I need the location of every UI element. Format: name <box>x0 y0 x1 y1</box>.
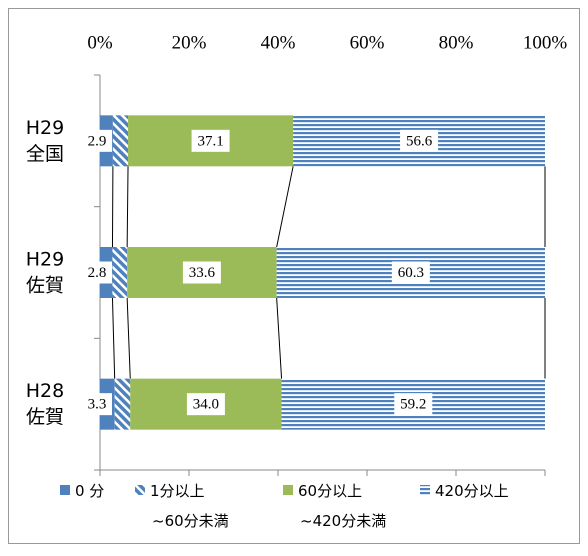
data-label: 59.2 <box>400 397 426 413</box>
legend-swatch <box>135 485 145 495</box>
data-label: 2.9 <box>88 133 107 149</box>
bar-segment <box>112 247 127 298</box>
x-tick-label: 20% <box>172 32 207 53</box>
legend-swatch <box>420 485 430 495</box>
x-tick-label: 100% <box>523 32 568 53</box>
x-tick-label: 80% <box>439 32 474 53</box>
bar-segment <box>115 379 131 430</box>
legend-swatch <box>283 485 293 495</box>
data-label: 2.8 <box>88 265 107 281</box>
x-tick-label: 40% <box>261 32 296 53</box>
x-tick-label: 0% <box>87 32 113 53</box>
x-tick-label: 60% <box>350 32 385 53</box>
data-label: 60.3 <box>398 265 424 281</box>
legend-label: 0 分 <box>75 482 104 500</box>
data-label: 56.6 <box>406 133 433 149</box>
bar-segment <box>113 115 128 166</box>
data-label: 34.0 <box>193 397 219 413</box>
legend-swatch <box>60 485 70 495</box>
legend-label: 420分以上 <box>435 482 509 500</box>
data-label: 37.1 <box>197 133 223 149</box>
data-label: 3.3 <box>88 397 107 413</box>
data-label: 33.6 <box>189 265 216 281</box>
